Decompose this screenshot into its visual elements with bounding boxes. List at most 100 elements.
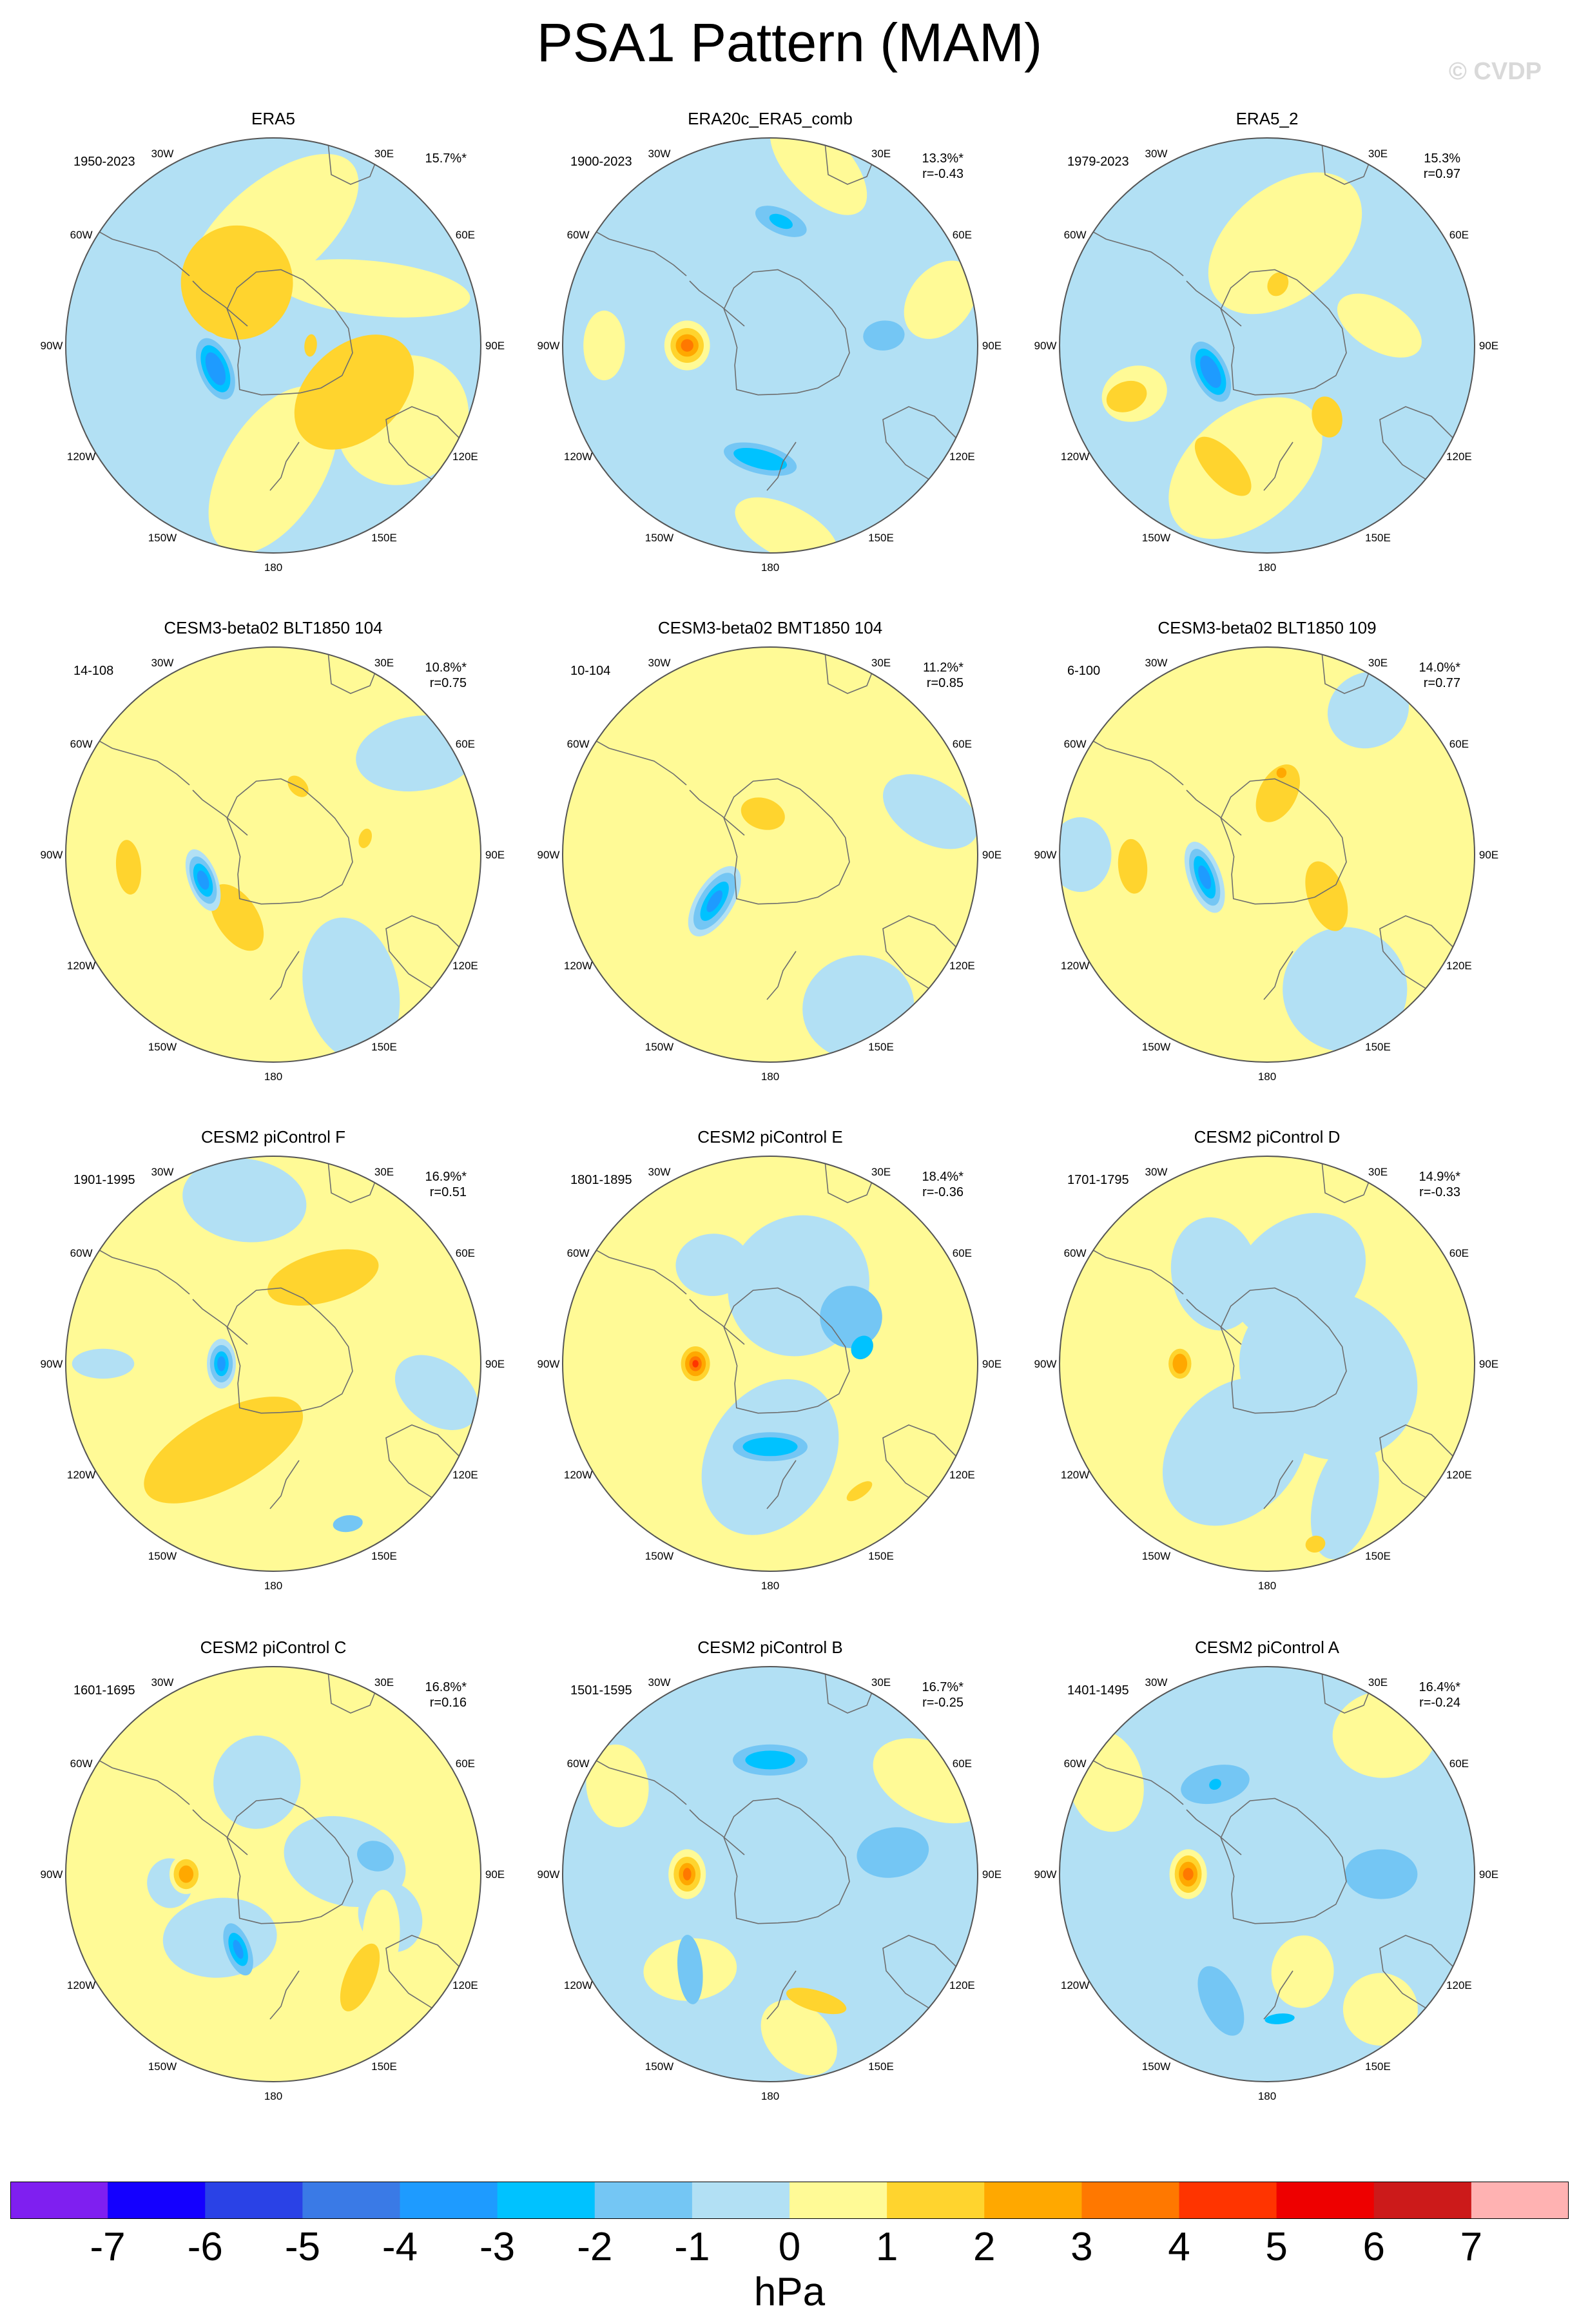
anomaly-contour — [1255, 764, 1301, 822]
anomaly-contour — [233, 1939, 244, 1959]
panel-title: CESM2 piControl D — [1194, 1127, 1341, 1147]
map-panel: CESM2 piControl F1901-199516.9%*r=0.5103… — [24, 1127, 522, 1636]
colorbar-segment — [790, 2182, 887, 2219]
longitude-label: 120E — [949, 1979, 975, 1991]
colorbar-segment — [1179, 2182, 1277, 2219]
longitude-label: 60W — [1064, 738, 1087, 750]
polar-map: 030E60E90E120E150E180150W120W90W60W30W — [538, 646, 1002, 1083]
longitude-label: 120E — [452, 960, 478, 972]
longitude-label: 30W — [1145, 1166, 1168, 1178]
polar-map: 030E60E90E120E150E180150W120W90W60W30W — [538, 1666, 1002, 2102]
anomaly-contour — [683, 1868, 692, 1881]
anomaly-contour — [205, 352, 226, 385]
longitude-label: 60E — [456, 1758, 475, 1770]
panel-year-range: 1900-2023 — [570, 155, 632, 169]
longitude-label: 90W — [1034, 1358, 1057, 1370]
map-border — [562, 137, 978, 554]
anomaly-contour — [1327, 672, 1409, 749]
panel-pattern-correlation: r=-0.33 — [1419, 1185, 1460, 1199]
panel-pattern-correlation: r=-0.24 — [1419, 1696, 1460, 1710]
panel-title: CESM2 piControl E — [697, 1127, 843, 1147]
longitude-label: 60E — [456, 1247, 475, 1259]
longitude-label: 30W — [648, 1676, 671, 1689]
longitude-label: 150W — [645, 2060, 673, 2073]
anomaly-contour — [1106, 380, 1147, 412]
panel-year-range: 10-104 — [570, 664, 611, 678]
colorbar-tick-label: 2 — [973, 2225, 996, 2269]
longitude-label: 30E — [871, 657, 891, 669]
anomaly-contour — [213, 1735, 301, 1829]
colorbar-segment — [108, 2182, 206, 2219]
longitude-label: 30E — [1368, 1166, 1388, 1178]
panel-year-range: 1901-1995 — [73, 1173, 135, 1187]
longitude-label: 90E — [1479, 849, 1498, 861]
anomaly-contour — [1344, 1849, 1418, 1899]
panel-title: CESM2 piControl B — [697, 1638, 843, 1657]
longitude-label: 150W — [1142, 2060, 1170, 2073]
longitude-label: 120E — [949, 1469, 975, 1481]
longitude-label: 120E — [452, 1979, 478, 1991]
longitude-label: 120E — [452, 1469, 478, 1481]
anomaly-contour — [586, 1744, 649, 1828]
panel-title: CESM3-beta02 BLT1850 104 — [164, 618, 383, 637]
colorbar-tick-label: 5 — [1265, 2225, 1288, 2269]
anomaly-contour — [267, 1249, 379, 1306]
anomaly-contour — [692, 1360, 699, 1368]
longitude-label: 30W — [1145, 148, 1168, 160]
map-background — [66, 647, 481, 1062]
longitude-label: 150E — [868, 1550, 894, 1562]
longitude-label: 90W — [41, 1868, 63, 1881]
map-panel: ERA5_21979-202315.3%r=0.97030E60E90E120E… — [1018, 108, 1516, 617]
longitude-label: 90E — [1479, 1868, 1498, 1881]
panel-title: CESM3-beta02 BMT1850 104 — [657, 618, 883, 637]
longitude-label: 180 — [761, 1580, 779, 1592]
longitude-label: 180 — [264, 1580, 282, 1592]
panel-variance-percent: 14.0%* — [1419, 661, 1461, 675]
longitude-label: 90E — [1479, 1358, 1498, 1370]
anomaly-contour — [358, 828, 373, 848]
longitude-label: 120E — [949, 960, 975, 972]
longitude-label: 60W — [1064, 1247, 1087, 1259]
panel-pattern-correlation: r=0.77 — [1423, 676, 1460, 690]
longitude-label: 60W — [567, 1247, 590, 1259]
longitude-label: 30W — [648, 657, 671, 669]
anomaly-contour — [786, 1988, 847, 2015]
map-panel: ERA20c_ERA5_comb1900-202313.3%*r=-0.4303… — [521, 108, 1019, 617]
panel-year-range: 1950-2023 — [73, 155, 135, 169]
panel-variance-percent: 16.7%* — [922, 1680, 964, 1694]
panel-title: ERA5 — [251, 109, 295, 128]
colorbar-tick-label: -2 — [577, 2225, 613, 2269]
longitude-label: 60E — [1449, 738, 1469, 750]
anomaly-contour — [1162, 1377, 1308, 1526]
longitude-label: 120E — [1446, 1979, 1472, 1991]
panel-year-range: 1801-1895 — [570, 1173, 632, 1187]
colorbar-segment — [302, 2182, 401, 2219]
colorbar-tick-label: 1 — [875, 2225, 898, 2269]
longitude-label: 30W — [151, 1166, 174, 1178]
panel-variance-percent: 11.2%* — [922, 661, 964, 675]
map-panel: CESM2 piControl C1601-169516.8%*r=0.1603… — [24, 1637, 522, 2146]
anomaly-contour — [706, 890, 723, 913]
map-border — [1059, 1156, 1475, 1572]
longitude-label: 180 — [1258, 561, 1276, 574]
colorbar-tick-label: -4 — [382, 2225, 418, 2269]
longitude-label: 150W — [148, 1041, 177, 1053]
longitude-label: 150E — [1365, 1550, 1391, 1562]
colorbar-segment — [400, 2182, 498, 2219]
longitude-label: 90E — [485, 849, 505, 861]
panel-pattern-correlation: r=-0.43 — [922, 167, 964, 181]
map-panel: CESM2 piControl D1701-179514.9%*r=-0.330… — [1018, 1127, 1516, 1636]
anomaly-contour — [180, 225, 293, 340]
anomaly-contour — [1198, 865, 1212, 889]
longitude-label: 30E — [1368, 148, 1388, 160]
longitude-label: 150W — [645, 532, 673, 544]
longitude-label: 150E — [371, 1041, 397, 1053]
anomaly-contour — [883, 774, 978, 849]
panel-year-range: 1401-1495 — [1067, 1683, 1129, 1698]
colorbar-tick-label: -5 — [284, 2225, 320, 2269]
anomaly-contour — [210, 884, 264, 951]
anomaly-contour — [274, 259, 470, 318]
map-panel: CESM3-beta02 BLT1850 104 14-108 10.8%* r=0.… — [24, 617, 522, 1127]
longitude-label: 60W — [70, 229, 93, 241]
